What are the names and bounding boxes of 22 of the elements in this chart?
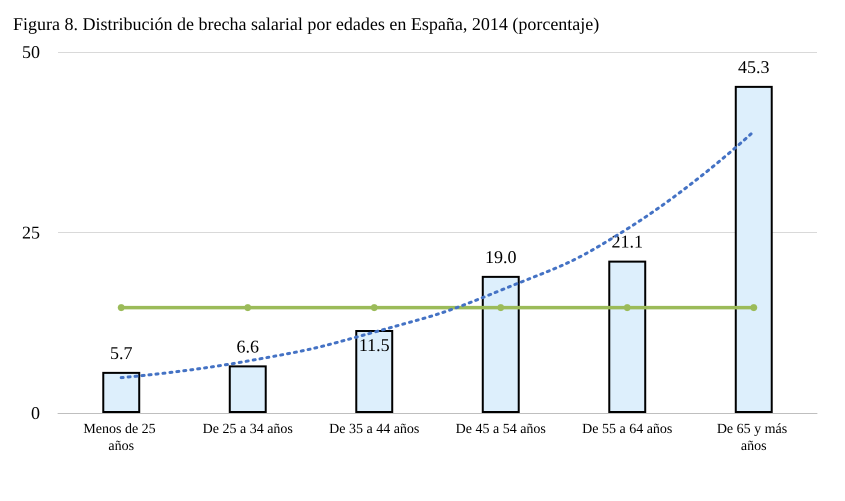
bar (355, 330, 394, 413)
bar (228, 365, 267, 413)
x-tick-label: Menos de 25 años (83, 422, 160, 454)
data-label: 6.6 (236, 336, 259, 356)
chart-title: Figura 8. Distribución de brecha salarial por edades en España, 2014 (porcentaje) (13, 14, 600, 34)
bar (482, 276, 520, 413)
x-tick-label: De 25 a 34 años (202, 422, 293, 437)
data-label: 21.1 (612, 232, 643, 252)
x-tick-label: De 45 a 54 años (456, 422, 546, 437)
data-label: 45.3 (738, 56, 770, 77)
data-label: 5.7 (110, 342, 132, 363)
data-label: 19.0 (485, 246, 516, 267)
data-label: 11.5 (358, 334, 390, 355)
bar (734, 86, 773, 413)
x-tick-label: De 55 a 64 años (582, 422, 672, 437)
y-tick-label: 50 (22, 42, 40, 62)
x-tick-label: De 35 a 44 años (329, 422, 420, 437)
bar (608, 260, 646, 413)
y-tick-label: 25 (22, 222, 40, 242)
bar (102, 372, 140, 413)
y-tick-label: 0 (31, 403, 40, 423)
x-tick-label: De 65 y más años (716, 422, 791, 454)
